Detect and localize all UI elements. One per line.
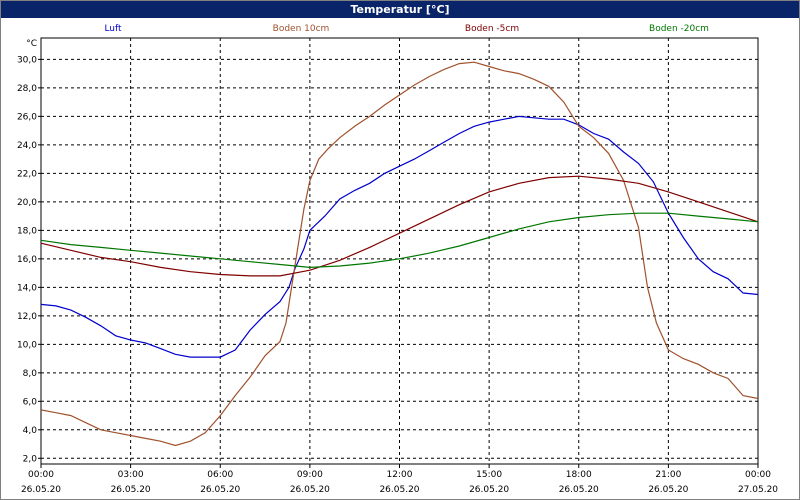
series-line bbox=[40, 175, 759, 277]
x-tick-time-label: 03:00 bbox=[118, 470, 144, 480]
y-tick-label: 10,0 bbox=[17, 340, 37, 350]
legend-entry: Boden -20cm bbox=[649, 24, 709, 34]
y-tick-label: 8,0 bbox=[23, 369, 38, 379]
y-tick-label: 26,0 bbox=[17, 112, 37, 122]
legend-entry: Luft bbox=[104, 24, 122, 34]
y-tick-label: 4,0 bbox=[23, 426, 38, 436]
x-tick-date-label: 26.05.20 bbox=[21, 485, 61, 495]
y-tick-label: 22,0 bbox=[17, 169, 37, 179]
y-axis-label: °C bbox=[26, 39, 37, 49]
y-tick-label: 6,0 bbox=[23, 397, 38, 407]
x-tick-time-label: 18:00 bbox=[566, 470, 592, 480]
y-tick-label: 18,0 bbox=[17, 226, 37, 236]
series-line bbox=[40, 212, 759, 269]
x-tick-date-label: 26.05.20 bbox=[379, 485, 419, 495]
x-tick-time-label: 21:00 bbox=[655, 470, 681, 480]
legend-entry: Boden -5cm bbox=[465, 24, 519, 34]
legend-entry: Boden 10cm bbox=[273, 24, 330, 34]
x-tick-date-label: 26.05.20 bbox=[290, 485, 330, 495]
x-tick-time-label: 06:00 bbox=[207, 470, 233, 480]
x-tick-time-label: 00:00 bbox=[745, 470, 771, 480]
x-tick-time-label: 09:00 bbox=[297, 470, 323, 480]
window-title: Temperatur [°C] bbox=[1, 1, 799, 18]
y-tick-label: 30,0 bbox=[17, 55, 37, 65]
x-tick-date-label: 26.05.20 bbox=[648, 485, 688, 495]
series-line bbox=[40, 61, 759, 447]
x-tick-date-label: 26.05.20 bbox=[111, 485, 151, 495]
x-tick-date-label: 26.05.20 bbox=[469, 485, 509, 495]
x-tick-date-label: 27.05.20 bbox=[738, 485, 778, 495]
x-tick-time-label: 00:00 bbox=[28, 470, 54, 480]
x-tick-time-label: 15:00 bbox=[476, 470, 502, 480]
x-tick-date-label: 26.05.20 bbox=[559, 485, 599, 495]
y-tick-label: 20,0 bbox=[17, 198, 37, 208]
x-tick-time-label: 12:00 bbox=[387, 470, 413, 480]
y-tick-label: 12,0 bbox=[17, 312, 37, 322]
temperature-chart: 2,0 4,0 6,0 8,0 10,0 12,0 14,0 16,0 18,0 20,0 22,0… bbox=[17, 24, 778, 495]
series-line bbox=[40, 115, 759, 358]
y-tick-label: 24,0 bbox=[17, 141, 37, 151]
y-tick-label: 16,0 bbox=[17, 255, 37, 265]
x-tick-date-label: 26.05.20 bbox=[200, 485, 240, 495]
y-tick-label: 28,0 bbox=[17, 84, 37, 94]
y-tick-label: 2,0 bbox=[23, 454, 38, 464]
y-tick-label: 14,0 bbox=[17, 283, 37, 293]
